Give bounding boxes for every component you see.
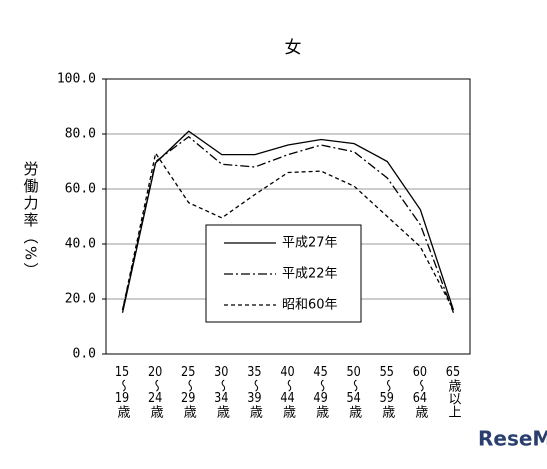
x-tick-label: 60～64歳 <box>412 366 428 418</box>
y-tick-label: 20.0 <box>65 292 96 307</box>
x-tick-label: 65歳以上 <box>445 366 461 418</box>
legend-label: 平成22年 <box>282 267 338 282</box>
x-tick-label-box: 65歳以上 <box>445 366 461 418</box>
x-tick-label-box: 30～34歳 <box>213 366 229 418</box>
x-tick-label: 50～54歳 <box>346 366 362 418</box>
x-tick-label: 25～29歳 <box>180 366 196 418</box>
x-tick-label-box: 60～64歳 <box>412 366 428 418</box>
x-tick-label: 30～34歳 <box>213 366 229 418</box>
y-tick-label: 40.0 <box>65 237 96 252</box>
y-tick-label: 100.0 <box>57 72 96 87</box>
x-tick-label: 35～39歳 <box>246 366 262 418</box>
y-tick-label: 60.0 <box>65 182 96 197</box>
x-tick-label-box: 15～19歳 <box>114 366 130 418</box>
x-tick-label: 20～24歳 <box>147 366 163 418</box>
plot-frame <box>105 78 471 355</box>
x-tick-label-box: 20～24歳 <box>147 366 163 418</box>
x-tick-label-box: 25～29歳 <box>180 366 196 418</box>
x-tick-label-box: 35～39歳 <box>246 366 262 418</box>
x-tick-label-box: 45～49歳 <box>313 366 329 418</box>
legend-label: 昭和60年 <box>282 298 338 313</box>
y-axis-label: 労働力率（%） <box>22 161 40 279</box>
y-tick-label: 80.0 <box>65 127 96 142</box>
legend-label: 平成27年 <box>282 236 338 251</box>
x-tick-label: 55～59歳 <box>379 366 395 418</box>
x-tick-label-box: 50～54歳 <box>346 366 362 418</box>
x-tick-label: 15～19歳 <box>114 366 130 418</box>
watermark: ReseMom <box>478 427 547 451</box>
x-tick-label-box: 55～59歳 <box>379 366 395 418</box>
x-tick-label: 45～49歳 <box>313 366 329 418</box>
x-tick-label-box: 40～44歳 <box>280 366 295 418</box>
series-line <box>121 130 455 313</box>
series-line <box>121 151 455 311</box>
y-tick-label: 0.0 <box>73 347 96 362</box>
chart-title: 女 <box>285 38 302 58</box>
x-tick-label: 40～44歳 <box>280 366 295 418</box>
